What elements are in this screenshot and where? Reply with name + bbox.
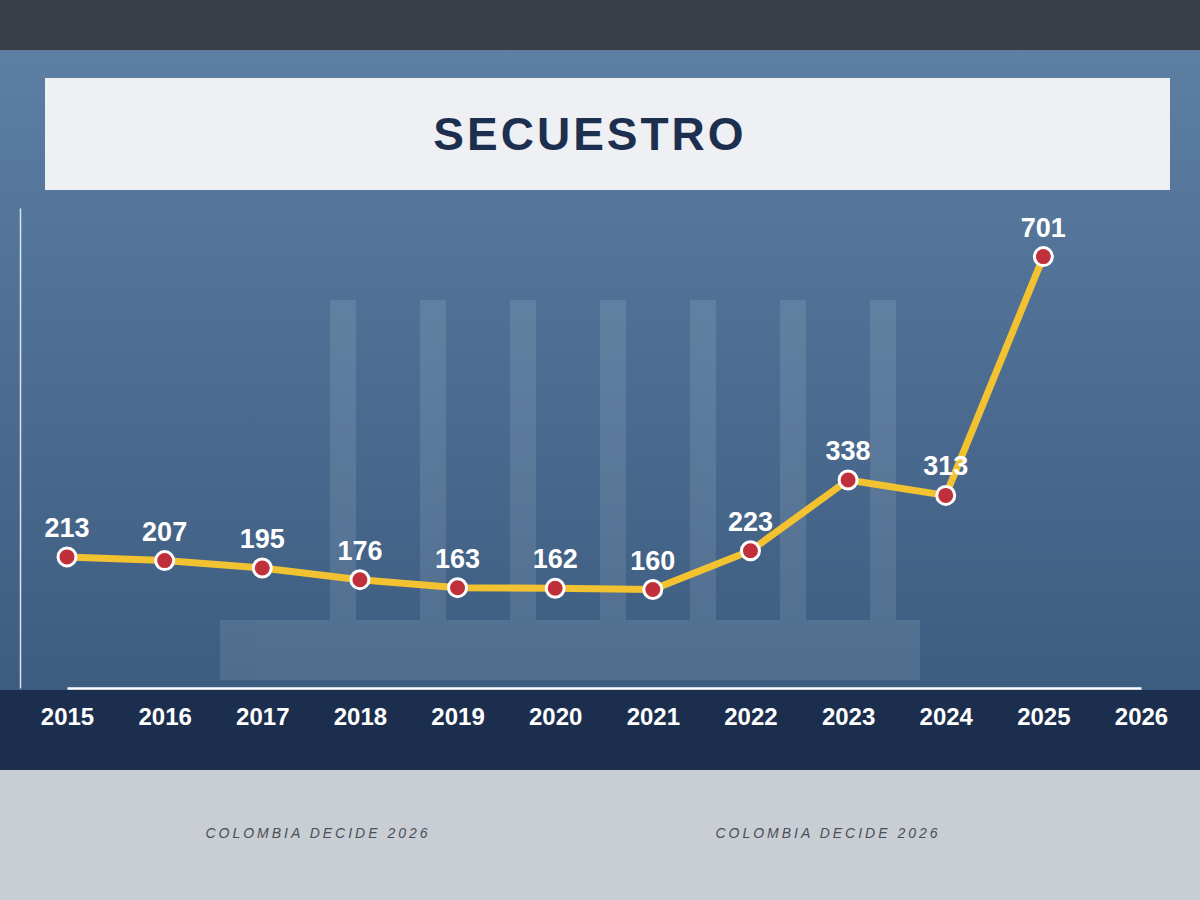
axis-band xyxy=(0,690,1200,770)
data-point xyxy=(937,486,955,504)
data-labels: 213 207 195 176 163 162 160 223 338 313 701 xyxy=(44,213,1065,576)
x-axis: 2015 2016 2017 2018 2019 2020 2021 2022 2023 2024… xyxy=(41,688,1168,730)
data-point xyxy=(351,571,369,589)
background-decoration xyxy=(220,300,920,680)
column-decoration xyxy=(420,300,446,630)
chart-root: SECUESTRO 2015 2016 2017 2018 2019 2020 2021 202… xyxy=(0,0,1200,900)
x-tick: 2017 xyxy=(236,688,289,730)
data-point xyxy=(644,581,662,599)
x-tick-label: 2021 xyxy=(627,703,680,730)
x-tick: 2018 xyxy=(334,688,387,730)
column-decoration xyxy=(510,300,536,630)
x-tick-label: 2016 xyxy=(138,703,191,730)
footer-text: COLOMBIA DECIDE 2026 xyxy=(715,825,940,841)
data-label: 313 xyxy=(923,451,968,481)
x-tick: 2020 xyxy=(529,688,582,730)
column-decoration xyxy=(690,300,716,630)
x-tick: 2024 xyxy=(920,688,974,730)
x-axis-line xyxy=(68,687,1142,690)
x-tick: 2022 xyxy=(724,688,777,730)
y-axis-line xyxy=(20,209,22,689)
x-tick-label: 2025 xyxy=(1017,703,1070,730)
data-label: 223 xyxy=(728,507,773,537)
data-label: 163 xyxy=(435,544,480,574)
x-tick-label: 2017 xyxy=(236,703,289,730)
footer: COLOMBIA DECIDE 2026 COLOMBIA DECIDE 2026 xyxy=(205,825,940,841)
x-tick-label: 2023 xyxy=(822,703,875,730)
x-tick-label: 2019 xyxy=(431,703,484,730)
data-point xyxy=(1034,248,1052,266)
plot-marks xyxy=(58,248,1052,599)
column-decoration xyxy=(870,300,896,630)
data-point xyxy=(546,579,564,597)
data-label: 207 xyxy=(142,517,187,547)
data-point xyxy=(156,552,174,570)
data-label: 338 xyxy=(826,436,871,466)
data-label: 162 xyxy=(533,544,578,574)
x-tick-label: 2020 xyxy=(529,703,582,730)
footer-band xyxy=(0,770,1200,900)
title-bar xyxy=(45,78,1170,190)
x-tick: 2021 xyxy=(627,688,680,730)
data-point xyxy=(839,471,857,489)
x-tick: 2019 xyxy=(431,688,484,730)
panel-background xyxy=(0,50,1200,690)
footer-text: COLOMBIA DECIDE 2026 xyxy=(205,825,430,841)
data-point xyxy=(58,548,76,566)
x-tick-label: 2018 xyxy=(334,703,387,730)
data-label: 195 xyxy=(240,524,285,554)
chart-title: SECUESTRO xyxy=(433,108,746,160)
x-tick: 2015 xyxy=(41,688,94,730)
x-tick-label: 2024 xyxy=(920,703,974,730)
x-tick-label: 2015 xyxy=(41,703,94,730)
data-line xyxy=(67,257,1043,590)
data-point xyxy=(449,579,467,597)
data-label: 213 xyxy=(44,513,89,543)
data-label: 701 xyxy=(1021,213,1066,243)
x-tick: 2025 xyxy=(1017,688,1070,730)
x-tick: 2026 xyxy=(1115,688,1168,730)
x-tick: 2023 xyxy=(822,688,875,730)
x-tick: 2016 xyxy=(138,688,191,730)
x-tick-label: 2026 xyxy=(1115,703,1168,730)
screen-bezel xyxy=(0,0,1200,50)
data-label: 160 xyxy=(630,546,675,576)
steps-decoration xyxy=(220,620,920,680)
column-decoration xyxy=(600,300,626,630)
y-axis xyxy=(20,209,21,689)
column-decoration xyxy=(780,300,806,630)
data-point xyxy=(741,542,759,560)
data-label: 176 xyxy=(337,536,382,566)
data-point xyxy=(253,559,271,577)
x-tick-label: 2022 xyxy=(724,703,777,730)
